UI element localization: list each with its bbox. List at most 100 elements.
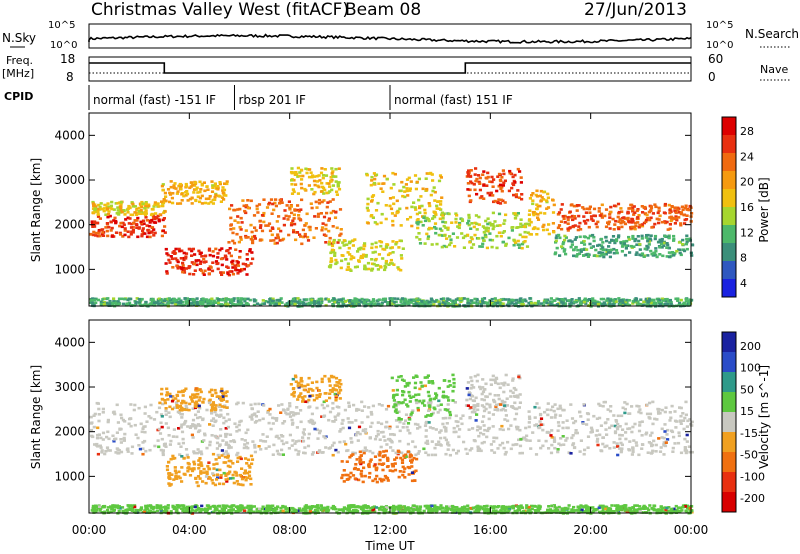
- heatmap-cell: [141, 427, 145, 430]
- heatmap-cell: [612, 247, 616, 251]
- heatmap-cell: [678, 251, 682, 255]
- heatmap-cell: [144, 216, 148, 219]
- heatmap-cell: [328, 190, 332, 193]
- heatmap-cell: [594, 434, 598, 437]
- heatmap-cell: [503, 381, 507, 385]
- heatmap-cell: [602, 297, 606, 301]
- heatmap-cell: [320, 377, 324, 381]
- heatmap-cell: [424, 429, 428, 432]
- heatmap-cell: [236, 299, 240, 303]
- heatmap-cell: [397, 246, 401, 249]
- heatmap-cell: [188, 197, 192, 201]
- heatmap-cell: [201, 271, 205, 275]
- heatmap-cell: [493, 408, 497, 411]
- heatmap-cell: [229, 216, 233, 220]
- heatmap-cell: [143, 412, 147, 415]
- heatmap-cell: [132, 408, 136, 412]
- heatmap-cell: [380, 479, 384, 483]
- heatmap-cell: [175, 406, 180, 409]
- heatmap-cell: [237, 302, 241, 306]
- heatmap-cell: [104, 226, 108, 229]
- heatmap-cell: [307, 175, 312, 179]
- heatmap-cell: [345, 268, 349, 271]
- heatmap-cell: [193, 269, 197, 272]
- heatmap-cell: [510, 186, 514, 190]
- heatmap-cell: [415, 180, 419, 184]
- heatmap-cell: [472, 225, 476, 229]
- heatmap-cell: [473, 297, 477, 301]
- heatmap-cell: [492, 301, 496, 304]
- heatmap-cell: [484, 229, 488, 233]
- heatmap-cell: [198, 200, 202, 204]
- heatmap-cell: [249, 483, 253, 486]
- heatmap-cell: [414, 398, 418, 402]
- heatmap-cell: [163, 401, 167, 405]
- heatmap-cell: [166, 188, 171, 191]
- heatmap-cell: [577, 299, 582, 302]
- heatmap-cell: [647, 441, 651, 444]
- heatmap-cell: [203, 254, 207, 258]
- heatmap-cell: [486, 222, 490, 226]
- heatmap-cell: [579, 250, 583, 253]
- heatmap-cell: [210, 419, 214, 422]
- heatmap-cell: [288, 402, 292, 405]
- heatmap-cell: [329, 374, 334, 378]
- heatmap-cell: [578, 410, 582, 414]
- heatmap-cell: [391, 464, 395, 468]
- heatmap-cell: [360, 297, 364, 301]
- heatmap-cell: [448, 235, 452, 238]
- heatmap-cell: [242, 446, 246, 450]
- heatmap-cell: [400, 401, 404, 405]
- heatmap-cell: [552, 409, 556, 413]
- heatmap-cell: [413, 445, 417, 449]
- heatmap-cell: [232, 297, 236, 300]
- heatmap-cell: [407, 381, 411, 385]
- heatmap-cell: [374, 468, 378, 472]
- heatmap-cell: [410, 479, 415, 483]
- heatmap-cell: [562, 217, 566, 221]
- heatmap-cell: [181, 437, 185, 441]
- heatmap-cell: [478, 182, 482, 185]
- heatmap-cell: [676, 208, 680, 212]
- heatmap-cell: [532, 213, 536, 217]
- heatmap-cell: [539, 211, 543, 215]
- heatmap-cell: [199, 472, 203, 475]
- heatmap-cell: [220, 273, 224, 276]
- heatmap-cell: [495, 200, 500, 204]
- heatmap-cell: [184, 182, 188, 186]
- heatmap-cell: [225, 249, 229, 253]
- heatmap-cell: [418, 242, 423, 245]
- heatmap-cell: [399, 300, 403, 303]
- heatmap-cell: [288, 301, 292, 305]
- heatmap-cell: [617, 297, 621, 300]
- heatmap-cell: [600, 253, 604, 257]
- heatmap-cell: [169, 395, 173, 398]
- heatmap-cell: [170, 196, 174, 200]
- heatmap-cell: [447, 379, 451, 383]
- heatmap-cell: [563, 238, 567, 242]
- heatmap-cell: [685, 234, 689, 238]
- heatmap-cell: [613, 241, 617, 245]
- heatmap-cell: [401, 390, 405, 393]
- heatmap-cell: [541, 444, 545, 448]
- heatmap-cell: [207, 303, 211, 307]
- heatmap-cell: [121, 235, 125, 238]
- heatmap-cell: [184, 387, 188, 391]
- heatmap-cell: [116, 448, 120, 451]
- heatmap-cell: [97, 413, 101, 416]
- heatmap-cell: [663, 234, 667, 238]
- heatmap-cell: [211, 472, 215, 475]
- heatmap-cell: [595, 300, 599, 304]
- heatmap-cell: [200, 255, 204, 258]
- heatmap-cell: [290, 418, 294, 422]
- heatmap-cell: [207, 475, 211, 479]
- heatmap-cell: [101, 431, 106, 435]
- heatmap-cell: [412, 456, 416, 460]
- heatmap-cell: [400, 458, 405, 462]
- heatmap-cell: [332, 175, 336, 178]
- heatmap-cell: [143, 232, 147, 235]
- heatmap-cell: [521, 235, 525, 239]
- heatmap-cell: [429, 400, 433, 404]
- heatmap-cell: [535, 302, 539, 306]
- heatmap-cell: [192, 303, 196, 306]
